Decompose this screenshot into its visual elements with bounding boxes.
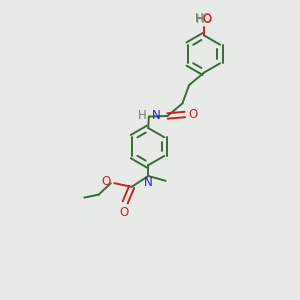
Text: HO: HO <box>195 12 213 25</box>
Text: N: N <box>152 110 161 122</box>
Text: H: H <box>196 13 205 26</box>
Text: O: O <box>101 175 111 188</box>
Text: H: H <box>138 110 146 122</box>
Text: O: O <box>202 13 211 26</box>
Text: O: O <box>188 108 198 121</box>
Text: N: N <box>144 176 153 189</box>
Text: O: O <box>119 206 128 219</box>
